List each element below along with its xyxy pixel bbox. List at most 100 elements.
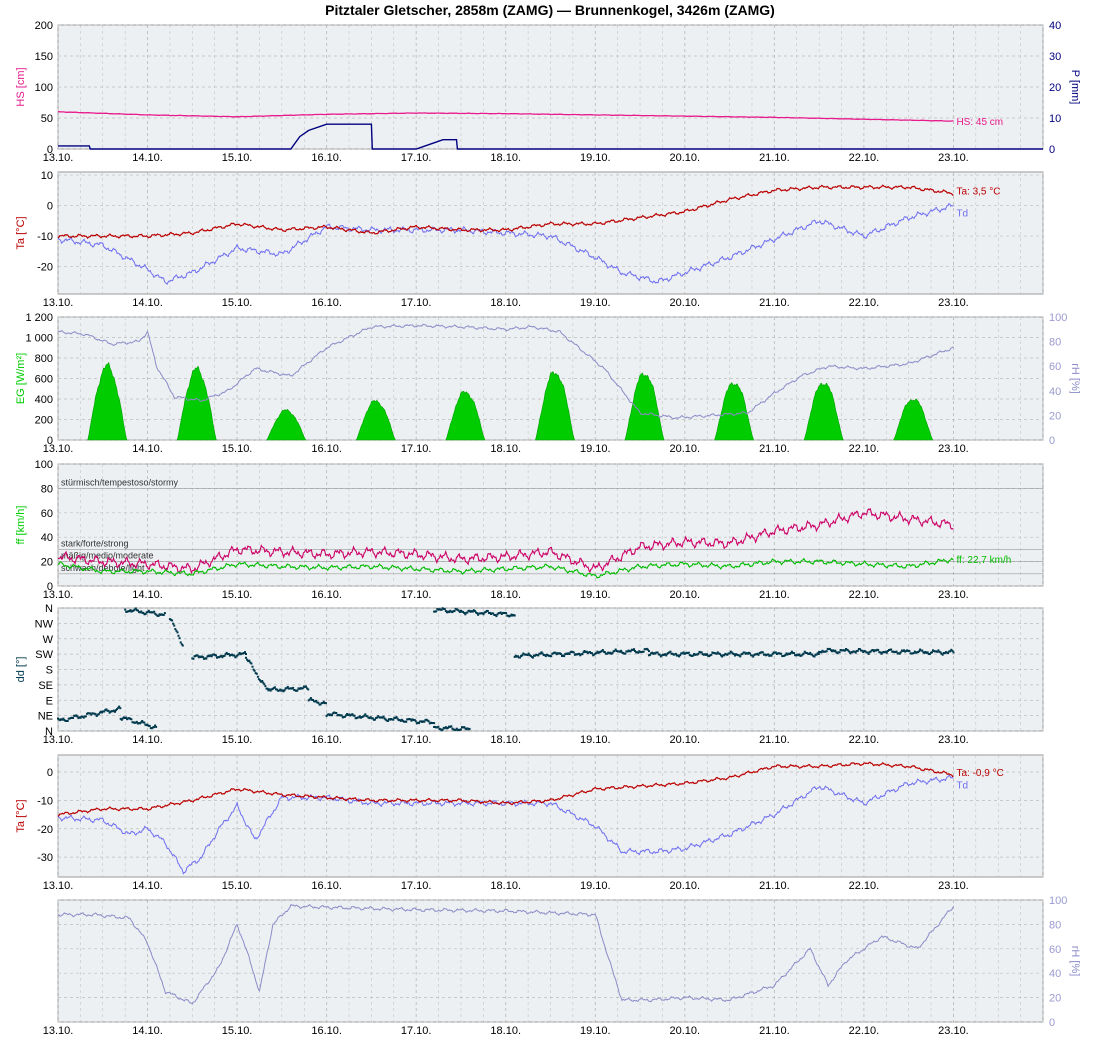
wind-direction-point [663, 653, 665, 656]
wind-direction-point [809, 651, 812, 654]
wind-direction-point [59, 719, 62, 722]
wind-direction-point [799, 654, 802, 657]
wind-direction-point [824, 650, 827, 653]
wind-direction-point [283, 689, 286, 692]
wind-direction-point [62, 717, 65, 720]
wind-direction-point [650, 652, 653, 655]
wind-direction-point [262, 681, 265, 684]
wind-direction-point [630, 648, 633, 651]
wind-direction-point [617, 650, 620, 653]
wind-direction-point [168, 618, 171, 621]
y2-axis-label: rH [%] [1069, 363, 1081, 394]
wind-direction-point [494, 614, 497, 616]
wind-direction-point [448, 611, 451, 614]
wind-direction-point [826, 647, 829, 650]
wind-direction-point [271, 687, 274, 690]
wind-direction-point [758, 652, 761, 654]
y-tick-label: 0 [47, 144, 53, 156]
wind-direction-point [209, 654, 212, 657]
wind-direction-point [914, 651, 917, 654]
wind-direction-point [931, 651, 933, 654]
wind-direction-point [279, 688, 282, 691]
wind-direction-point [899, 651, 902, 654]
wind-direction-point [151, 611, 153, 614]
x-tick-label: 14.10. [132, 880, 163, 892]
wind-direction-point [177, 634, 180, 637]
wind-direction-point [461, 726, 463, 729]
wind-direction-point [820, 651, 823, 654]
y2-axis-label: rH [%] [1069, 946, 1081, 977]
wind-direction-point [721, 655, 724, 658]
wind-direction-point [455, 727, 458, 730]
wind-direction-point [252, 668, 255, 671]
wind-direction-point [444, 610, 447, 612]
x-tick-label: 13.10. [43, 589, 74, 601]
wind-direction-point [624, 652, 627, 655]
wind-direction-point [371, 717, 374, 720]
wind-direction-point [808, 653, 811, 655]
wind-direction-point [692, 654, 695, 657]
wind-direction-point [124, 608, 127, 611]
wind-direction-point [734, 654, 736, 657]
wind-direction-point [278, 689, 281, 692]
x-tick-label: 19.10. [580, 152, 611, 164]
wind-direction-point [912, 652, 915, 655]
wind-direction-point [444, 726, 447, 729]
wind-direction-point [355, 717, 358, 720]
wind-direction-point [428, 722, 431, 725]
wind-direction-point [382, 715, 385, 718]
wind-direction-point [500, 613, 503, 615]
wind-direction-point [911, 652, 914, 655]
wind-direction-point [623, 652, 626, 655]
x-tick-label: 19.10. [580, 734, 611, 746]
wind-direction-point [936, 650, 939, 653]
y-tick-label: 200 [35, 20, 53, 32]
wind-direction-point [749, 652, 751, 655]
wind-direction-point [406, 718, 409, 721]
wind-direction-point [492, 612, 495, 615]
wind-direction-point [757, 653, 760, 656]
wind-direction-point [132, 721, 135, 724]
x-tick-label: 20.10. [670, 734, 701, 746]
wind-direction-point [871, 649, 874, 651]
wind-direction-point [420, 720, 423, 723]
wind-direction-point [822, 650, 825, 653]
wind-direction-point [518, 656, 520, 659]
wind-direction-point [903, 649, 905, 652]
wind-direction-point [512, 614, 515, 616]
wind-direction-point [423, 720, 426, 723]
wind-direction-point [351, 713, 354, 716]
wind-direction-point [566, 653, 569, 655]
wind-direction-point [950, 648, 953, 651]
wind-direction-point [331, 714, 333, 717]
wind-direction-point [433, 722, 436, 725]
wind-direction-point [773, 651, 776, 654]
wind-direction-point [558, 652, 561, 655]
wind-direction-point [335, 712, 338, 714]
wind-direction-point [731, 652, 734, 655]
wind-direction-point [495, 615, 498, 618]
wind-direction-point [137, 609, 140, 612]
wind-direction-point [447, 726, 450, 729]
wind-direction-point [433, 726, 436, 728]
wind-direction-point [363, 714, 366, 717]
wind-direction-point [399, 719, 402, 722]
wind-direction-point [921, 649, 924, 652]
radiation-area [355, 400, 397, 441]
y2-tick-label: 100 [1049, 895, 1067, 907]
wind-direction-point [727, 652, 730, 655]
wind-direction-point [629, 650, 632, 653]
wind-direction-point [815, 653, 818, 656]
wind-direction-point [281, 689, 284, 692]
wind-direction-point [237, 653, 240, 656]
radiation-area [892, 398, 934, 441]
ta-value-label: Ta: -0,9 °C [956, 768, 1003, 779]
wind-direction-point [426, 719, 429, 722]
wind-direction-point [378, 716, 381, 719]
wind-direction-point [509, 614, 512, 617]
wind-direction-point [828, 647, 831, 650]
y-tick-label: 1 200 [25, 312, 53, 324]
x-tick-label: 16.10. [311, 1025, 342, 1037]
wind-direction-point [928, 653, 931, 656]
wind-direction-point [367, 716, 370, 719]
